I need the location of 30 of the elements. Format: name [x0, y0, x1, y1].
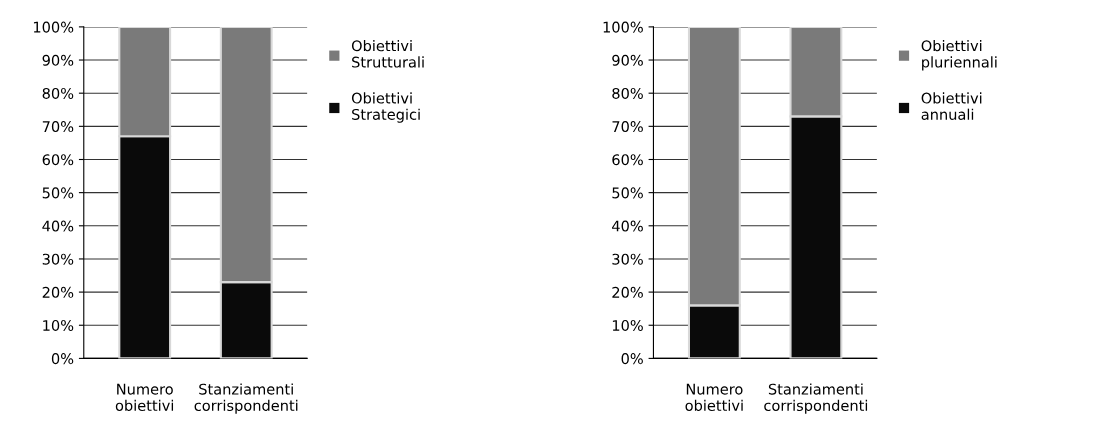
- y-tick-label: 0%: [51, 353, 74, 365]
- y-tick-label: 90%: [42, 54, 74, 66]
- legend-label: Obiettivi pluriennali: [921, 40, 997, 71]
- legend-label: Obiettivi Strategici: [351, 92, 420, 123]
- x-tick-label: Stanziamenti corrispondenti: [764, 383, 868, 414]
- y-tick-label: 50%: [42, 187, 74, 199]
- y-tick-label: 100%: [33, 21, 74, 33]
- y-tick-label: 100%: [603, 21, 643, 33]
- legend-label: Obiettivi Strutturali: [351, 40, 424, 68]
- y-tick-label: 10%: [612, 319, 643, 331]
- y-tick-label: 30%: [42, 253, 74, 265]
- y-tick-label: 30%: [612, 253, 643, 265]
- y-tick-label: 40%: [42, 220, 74, 232]
- y-tick-label: 70%: [612, 121, 643, 133]
- y-tick-label: 40%: [612, 220, 643, 232]
- y-tick-label: 0%: [621, 353, 643, 365]
- y-tick-label: 90%: [612, 54, 643, 66]
- y-tick-label: 50%: [612, 187, 643, 199]
- x-tick-label: Numero obiettivi: [685, 383, 743, 412]
- y-tick-label: 20%: [42, 286, 74, 298]
- y-tick-label: 70%: [42, 121, 74, 133]
- y-tick-label: 80%: [42, 87, 74, 99]
- y-tick-label: 60%: [612, 154, 643, 166]
- y-tick-label: 80%: [612, 87, 643, 99]
- y-tick-label: 20%: [612, 286, 643, 298]
- y-tick-label: 60%: [42, 154, 74, 166]
- x-tick-label: Numero obiettivi: [115, 383, 174, 412]
- y-tick-label: 10%: [43, 319, 74, 331]
- x-tick-label: Stanziamenti corrispondenti: [194, 383, 298, 414]
- legend-label: Obiettivi annuali: [921, 92, 982, 120]
